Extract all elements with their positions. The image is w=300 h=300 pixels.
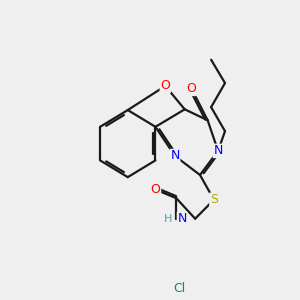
Text: S: S: [210, 193, 218, 206]
Text: N: N: [213, 144, 223, 158]
Text: O: O: [187, 82, 196, 95]
Text: O: O: [160, 80, 170, 92]
Text: Cl: Cl: [173, 282, 185, 295]
Text: N: N: [177, 212, 187, 225]
Text: H: H: [164, 214, 172, 224]
Text: O: O: [151, 183, 160, 196]
Text: N: N: [170, 149, 180, 163]
